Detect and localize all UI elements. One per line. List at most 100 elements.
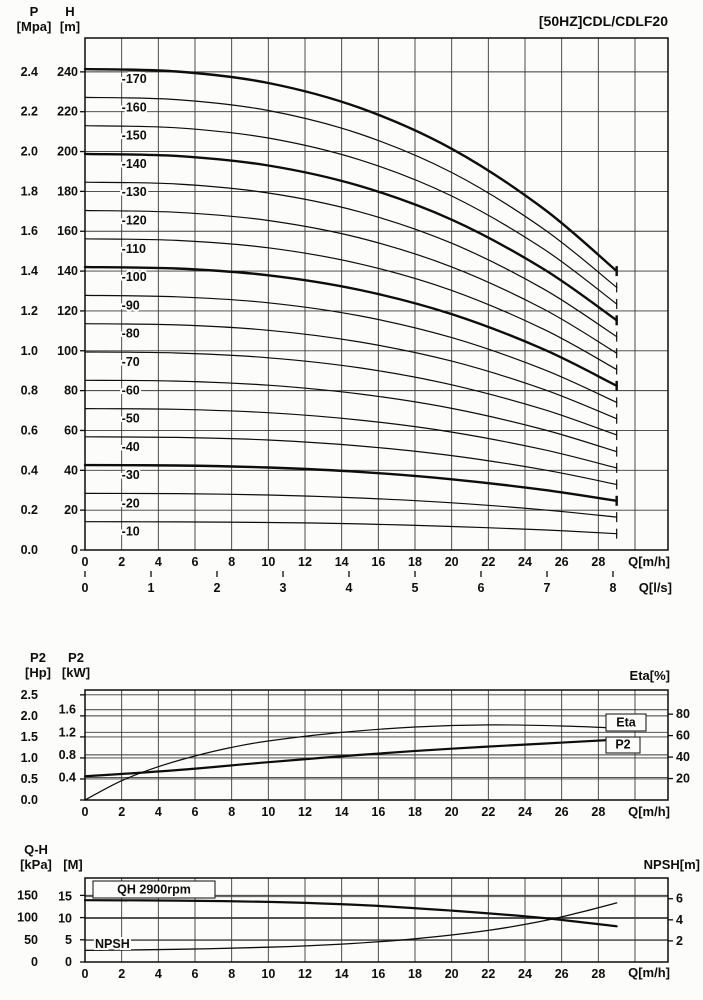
svg-text:4: 4 [155, 555, 162, 569]
svg-text:60: 60 [676, 729, 690, 743]
svg-text:80: 80 [64, 384, 78, 398]
svg-text:12: 12 [298, 967, 312, 981]
svg-text:26: 26 [555, 967, 569, 981]
svg-text:-150: -150 [122, 129, 147, 143]
stage-curve-40 [84, 436, 618, 486]
svg-text:-70: -70 [122, 355, 140, 369]
svg-text:2: 2 [118, 555, 125, 569]
svg-text:28: 28 [591, 555, 605, 569]
svg-text:24: 24 [518, 805, 532, 819]
stage-curve-60 [84, 379, 618, 453]
h-axis-unit: [m] [59, 19, 81, 34]
svg-text:-10: -10 [122, 525, 140, 539]
q-m3h-axis-label-mid: Q[m/h] [628, 804, 670, 819]
svg-text:0.8: 0.8 [59, 748, 76, 762]
svg-text:18: 18 [408, 967, 422, 981]
svg-text:2.5: 2.5 [21, 688, 38, 702]
eta-axis-label: Eta[%] [629, 668, 670, 683]
p-axis-name: P [29, 4, 39, 19]
svg-text:-40: -40 [122, 440, 140, 454]
qh-axis-name: Q-H [24, 842, 48, 857]
svg-text:2.0: 2.0 [21, 145, 38, 159]
npsh-curve [84, 902, 618, 952]
svg-text:2: 2 [118, 967, 125, 981]
svg-text:6: 6 [192, 555, 199, 569]
svg-text:5: 5 [412, 581, 419, 595]
svg-text:-140: -140 [122, 157, 147, 171]
svg-text:0: 0 [71, 543, 78, 557]
svg-text:4: 4 [155, 967, 162, 981]
stage-curve-70 [84, 351, 618, 436]
stage-curve-100 [83, 265, 618, 387]
stage-curve-10 [84, 521, 618, 535]
svg-text:160: 160 [57, 224, 78, 238]
svg-text:0: 0 [65, 955, 72, 969]
p2-hp-name: P2 [30, 650, 46, 665]
svg-text:14: 14 [335, 805, 349, 819]
svg-text:0.5: 0.5 [21, 772, 38, 786]
svg-text:-120: -120 [122, 214, 147, 228]
svg-text:0: 0 [82, 555, 89, 569]
svg-text:2.2: 2.2 [21, 105, 38, 119]
p2-hp-unit: [Hp] [25, 665, 51, 680]
svg-text:0.8: 0.8 [21, 384, 38, 398]
svg-text:1.0: 1.0 [21, 344, 38, 358]
svg-text:6: 6 [192, 805, 199, 819]
svg-text:-60: -60 [122, 383, 140, 397]
svg-text:P2: P2 [615, 738, 630, 752]
svg-text:8: 8 [610, 581, 617, 595]
svg-text:-110: -110 [122, 242, 146, 256]
svg-text:20: 20 [445, 805, 459, 819]
svg-text:50: 50 [24, 933, 38, 947]
svg-text:24: 24 [518, 967, 532, 981]
svg-text:1.6: 1.6 [21, 224, 38, 238]
eta-curve [84, 724, 618, 801]
svg-text:0: 0 [82, 581, 89, 595]
stage-curve-140 [83, 152, 618, 322]
svg-text:12: 12 [298, 555, 312, 569]
stage-curve-50 [84, 408, 618, 469]
svg-text:0.0: 0.0 [21, 793, 38, 807]
svg-text:0.4: 0.4 [21, 463, 38, 477]
qh-curve [83, 899, 618, 928]
svg-text:0.6: 0.6 [21, 423, 38, 437]
p2-curve [83, 738, 618, 778]
svg-text:220: 220 [57, 105, 78, 119]
svg-text:QH 2900rpm: QH 2900rpm [117, 883, 191, 897]
svg-text:1.0: 1.0 [21, 751, 38, 765]
svg-text:10: 10 [261, 967, 275, 981]
svg-text:28: 28 [591, 967, 605, 981]
svg-text:-130: -130 [122, 185, 147, 199]
svg-text:0.4: 0.4 [59, 770, 76, 784]
svg-text:-90: -90 [122, 298, 140, 312]
svg-text:2: 2 [214, 581, 221, 595]
svg-text:10: 10 [261, 805, 275, 819]
svg-text:22: 22 [481, 555, 495, 569]
stage-curve-20 [84, 492, 618, 518]
kpa-axis-unit: [kPa] [20, 857, 52, 872]
stage-curve-130 [84, 181, 618, 338]
svg-text:6: 6 [478, 581, 485, 595]
svg-text:Eta: Eta [616, 716, 637, 730]
h-axis-title: H [m] [52, 4, 88, 34]
svg-text:4: 4 [676, 913, 683, 927]
svg-text:6: 6 [676, 892, 683, 906]
svg-text:8: 8 [228, 555, 235, 569]
svg-text:18: 18 [408, 555, 422, 569]
p-axis-title: P [Mpa] [12, 4, 56, 34]
stage-curve-80 [84, 323, 618, 420]
svg-text:-160: -160 [122, 100, 147, 114]
q-m3h-axis-label-main: Q[m/h] [628, 554, 670, 569]
svg-text:40: 40 [676, 750, 690, 764]
chart-title: [50HZ]CDL/CDLF20 [538, 13, 668, 29]
qh-axis-title: Q-H [kPa] [14, 842, 58, 872]
svg-text:1.5: 1.5 [21, 730, 38, 744]
svg-text:-50: -50 [122, 412, 140, 426]
svg-text:120: 120 [57, 304, 78, 318]
svg-text:-80: -80 [122, 327, 140, 341]
svg-text:4: 4 [155, 805, 162, 819]
svg-text:26: 26 [555, 805, 569, 819]
svg-text:28: 28 [591, 805, 605, 819]
